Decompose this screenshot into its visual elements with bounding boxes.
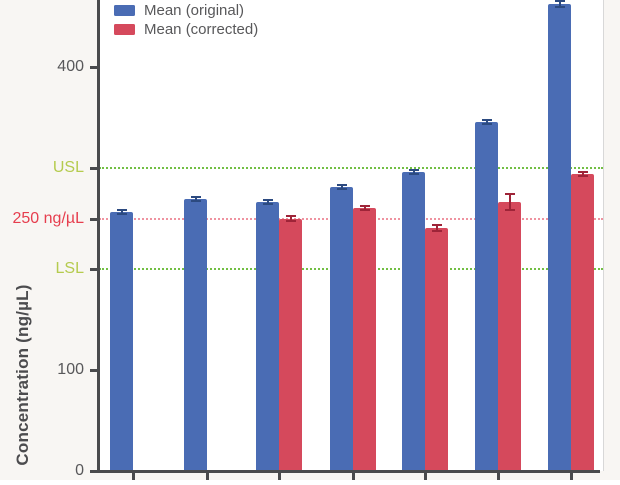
bar-original-6 <box>475 121 498 471</box>
error-bar-cap <box>116 213 127 216</box>
error-bar-cap <box>262 203 273 206</box>
y-tick <box>90 217 97 221</box>
bar-original-1 <box>110 212 133 471</box>
legend-swatch-corrected <box>114 23 135 35</box>
error-bar-cap <box>431 223 442 226</box>
error-bar <box>363 206 366 211</box>
y-axis-line <box>97 0 100 473</box>
x-tick <box>497 473 500 480</box>
bar-original-5 <box>402 172 425 471</box>
error-bar-cap <box>504 193 515 196</box>
legend-item: Mean (original) <box>114 1 258 19</box>
y-tick-label-400: 400 <box>57 58 84 75</box>
error-bar-cap <box>554 6 565 9</box>
error-bar-cap <box>408 173 419 176</box>
error-bar-cap <box>336 184 347 187</box>
error-bar-cap <box>431 229 442 232</box>
legend: Mean (original) Mean (corrected) <box>114 1 258 39</box>
error-bar-cap <box>262 199 273 202</box>
error-bar <box>194 197 197 202</box>
y-tick-label-100: 100 <box>57 361 84 378</box>
y-tick-label-250-ng-l: 250 ng/µL <box>12 209 85 227</box>
bar-corrected-7 <box>571 174 594 471</box>
y-tick <box>90 369 97 372</box>
y-tick <box>90 268 97 271</box>
bar-original-3 <box>256 202 279 471</box>
error-bar-cap <box>577 175 588 178</box>
error-bar <box>289 216 292 221</box>
error-bar <box>120 210 123 215</box>
y-tick-label-lsl: LSL <box>55 260 84 277</box>
error-bar-cap <box>359 205 370 208</box>
bar-original-2 <box>184 199 207 471</box>
error-bar-cap <box>408 169 419 172</box>
x-tick <box>424 473 427 480</box>
error-bar-cap <box>504 209 515 212</box>
error-bar <box>508 194 511 211</box>
error-bar-cap <box>481 122 492 125</box>
error-bar-cap <box>336 188 347 191</box>
legend-label: Mean (corrected) <box>144 20 259 38</box>
error-bar-cap <box>359 209 370 212</box>
legend-item: Mean (corrected) <box>114 20 258 38</box>
y-axis-title: Concentration (ng/µL) <box>13 284 32 466</box>
legend-swatch-original <box>114 4 135 16</box>
error-bar-cap <box>481 118 492 121</box>
bar-corrected-4 <box>353 208 376 471</box>
legend-label: Mean (original) <box>144 1 245 19</box>
error-bar-cap <box>190 196 201 199</box>
error-bar-cap <box>285 215 296 218</box>
error-bar-cap <box>554 0 565 3</box>
x-tick <box>206 473 209 480</box>
error-bar <box>485 119 488 124</box>
x-axis-line <box>97 470 600 473</box>
y-tick <box>90 470 97 473</box>
y-tick-label-usl: USL <box>52 159 84 176</box>
error-bar <box>266 200 269 205</box>
error-bar <box>435 224 438 231</box>
error-bar <box>581 172 584 177</box>
bar-corrected-3 <box>279 218 302 471</box>
error-bar-cap <box>116 209 127 212</box>
bar-corrected-6 <box>498 202 521 471</box>
bar-original-4 <box>330 187 353 471</box>
x-tick <box>278 473 281 480</box>
bar-corrected-5 <box>425 227 448 471</box>
y-tick <box>90 167 97 170</box>
error-bar-cap <box>285 219 296 222</box>
error-bar <box>558 1 561 8</box>
error-bar-cap <box>577 171 588 174</box>
error-bar-cap <box>190 200 201 203</box>
x-tick <box>132 473 135 480</box>
x-tick <box>570 473 573 480</box>
x-tick <box>352 473 355 480</box>
bar-original-7 <box>548 4 571 471</box>
error-bar <box>340 185 343 190</box>
error-bar <box>412 170 415 175</box>
y-tick-label-0: 0 <box>75 462 84 479</box>
y-tick <box>90 66 97 69</box>
